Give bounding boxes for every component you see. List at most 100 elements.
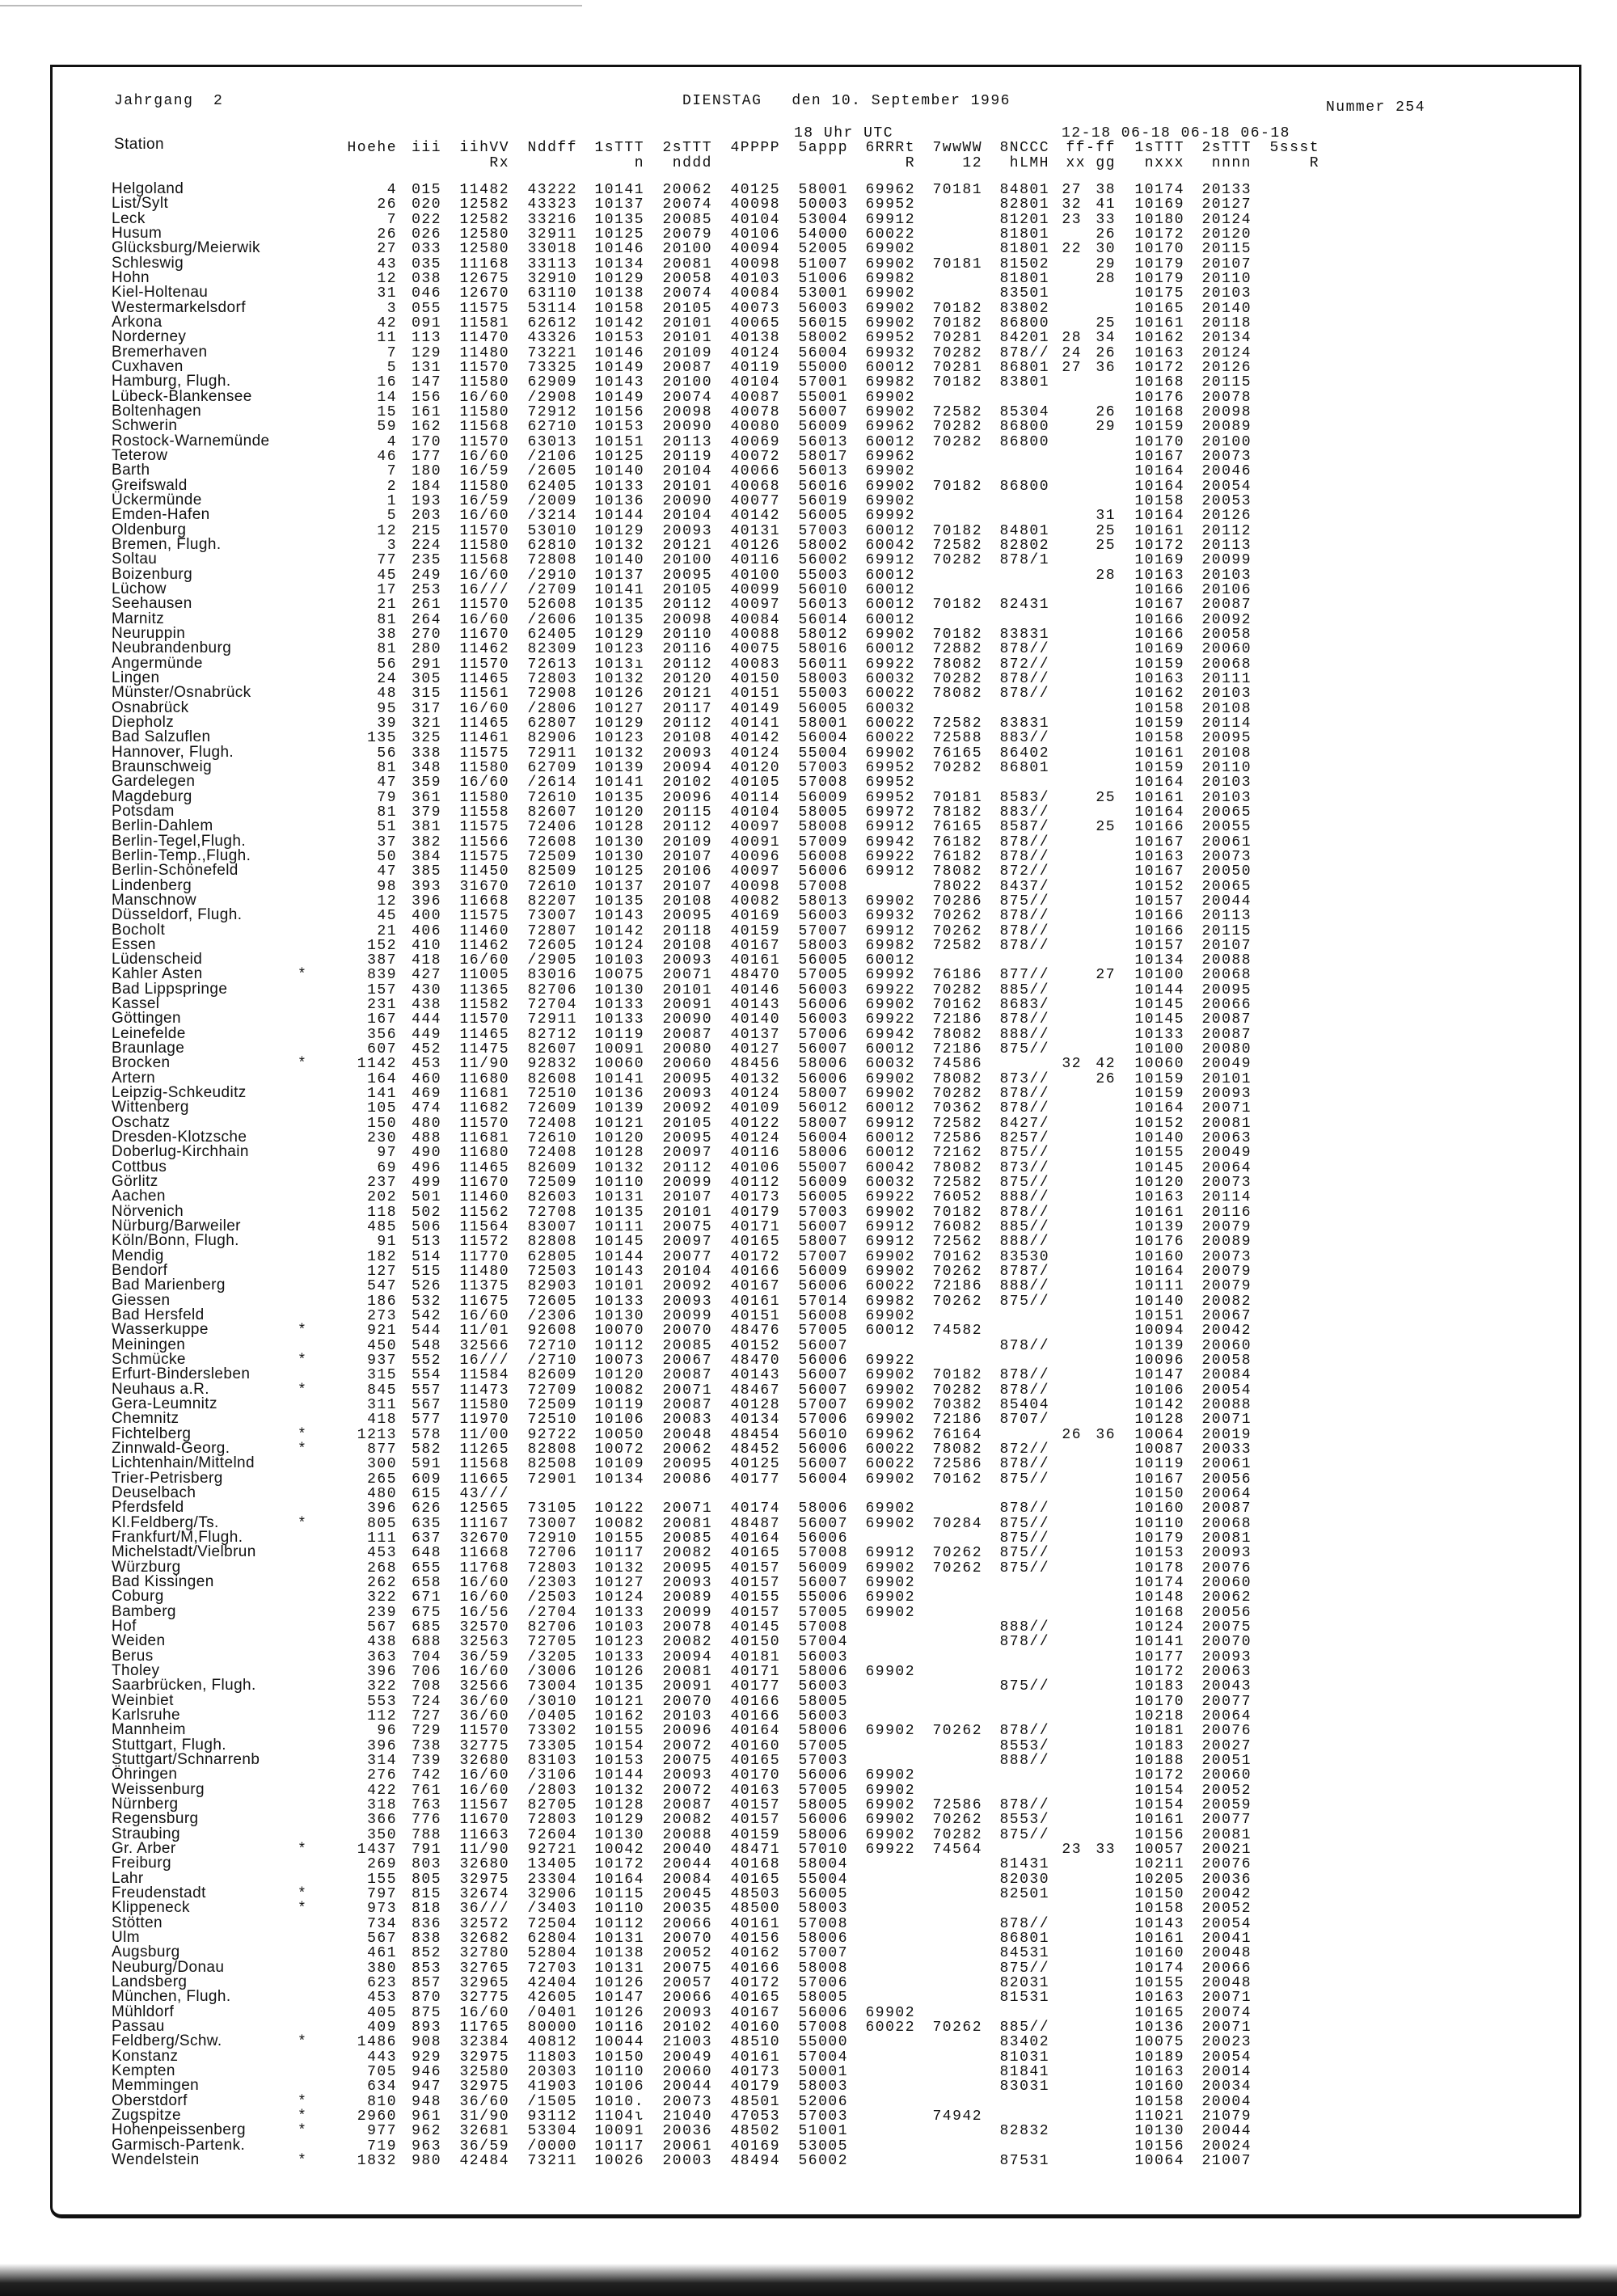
column-header-4pppp: 4PPPP	[730, 140, 780, 156]
cell-1sttt: 1013ı	[594, 656, 644, 673]
cell-5appp: 58003	[798, 2079, 848, 2095]
cell-4pppp: 40112	[730, 1175, 780, 1191]
cell-6rrrt: 60032	[865, 671, 915, 687]
cell-iihvv: 16/60	[459, 1308, 509, 1324]
cell-2sttt-06-18: 10124	[1134, 1619, 1184, 1635]
cell-2sttt-06-18: 10170	[1134, 434, 1184, 450]
cell-hoehe: 231	[367, 997, 397, 1013]
cell-nddff: 72503	[527, 1264, 577, 1280]
cell-2sttt: 20072	[662, 1783, 712, 1799]
cell-8nccc: 86800	[999, 315, 1049, 331]
cell-nddff: 82508	[527, 1456, 577, 1472]
cell-4pppp: 40124	[730, 345, 780, 361]
cell-iihvv: 11480	[459, 345, 509, 361]
cell-5appp: 58007	[798, 1116, 848, 1132]
cell-hoehe: 7	[386, 463, 397, 479]
cell-iihvv: 11970	[459, 1412, 509, 1428]
cell-5appp: 56003	[798, 1011, 848, 1028]
cell-hoehe: 5	[386, 508, 397, 524]
cell-6rrrt: 69992	[865, 967, 915, 983]
cell-1sttt: 10155	[594, 1530, 644, 1547]
cell-2sttt: 20104	[662, 463, 712, 479]
cell-1sttt: 10128	[594, 1145, 644, 1161]
cell-2sttt: 20112	[662, 597, 712, 613]
cell-5ssst: 21007	[1201, 2153, 1252, 2169]
cell-4pppp: 40066	[730, 463, 780, 479]
cell-nddff: 52608	[527, 597, 577, 613]
cell-5appp: 55000	[798, 360, 848, 376]
cell-7wwww: 70282	[932, 1382, 982, 1399]
station-name: Mendig	[112, 1247, 164, 1264]
cell-ff-ff: 27	[1062, 182, 1082, 198]
cell-2sttt: 20095	[662, 1456, 712, 1472]
cell-1sttt: 10120	[594, 1130, 644, 1146]
cell-4pppp: 48471	[730, 1842, 780, 1858]
cell-5appp: 56006	[798, 1441, 848, 1458]
cell-7wwww: 70262	[932, 1812, 982, 1828]
cell-1sttt: 10135	[594, 612, 644, 628]
cell-nddff: 62710	[527, 419, 577, 435]
cell-2sttt-06-18: 10176	[1134, 390, 1184, 406]
cell-7wwww: 72186	[932, 1278, 982, 1294]
cell-5ssst: 20088	[1201, 952, 1252, 969]
cell-hoehe: 311	[367, 1397, 397, 1413]
cell-2sttt: 20085	[662, 212, 712, 228]
cell-iihvv: 11480	[459, 1264, 509, 1280]
cell-5appp: 56009	[798, 1264, 848, 1280]
cell-iii: 688	[412, 1634, 441, 1650]
cell-7wwww: 70362	[932, 1100, 982, 1116]
cell-iihvv: 16/60	[459, 449, 509, 465]
cell-5appp: 56008	[798, 1308, 848, 1324]
cell-1sttt: 10072	[594, 1441, 644, 1458]
cell-iii: 591	[412, 1456, 441, 1472]
cell-nddff: /2503	[527, 1589, 577, 1606]
cell-iii: 506	[412, 1219, 441, 1235]
cell-5appp: 57010	[798, 1842, 848, 1858]
cell-2sttt-06-18: 10057	[1134, 1842, 1184, 1858]
station-name: Hamburg, Flugh.	[112, 373, 231, 390]
cell-nddff: 52804	[527, 1945, 577, 1961]
cell-hoehe: 47	[377, 863, 397, 880]
cell-1sttt: 10091	[594, 1041, 644, 1057]
cell-2sttt-06-18: 10159	[1134, 715, 1184, 732]
cell-1sttt-06-18: 41	[1096, 196, 1116, 213]
station-name: Seehausen	[112, 595, 192, 612]
cell-nddff: 42404	[527, 1975, 577, 1991]
cell-5ssst: 20113	[1201, 908, 1252, 924]
cell-2sttt: 20112	[662, 1160, 712, 1176]
cell-6rrrt: 60012	[865, 612, 915, 628]
cell-iii: 249	[412, 568, 441, 584]
cell-2sttt: 20103	[662, 1708, 712, 1724]
cell-8nccc: 875//	[999, 893, 1049, 910]
cell-2sttt: 20087	[662, 1397, 712, 1413]
cell-8nccc: 81801	[999, 241, 1049, 257]
cell-hoehe: 461	[367, 1945, 397, 1961]
column-header-iihvv: iihVV	[459, 140, 509, 156]
cell-hoehe: 1213	[357, 1427, 397, 1443]
cell-1sttt: 10131	[594, 1931, 644, 1947]
cell-5ssst: 20054	[1201, 479, 1252, 495]
cell-5ssst: 20118	[1201, 315, 1252, 331]
cell-nddff: /2605	[527, 463, 577, 479]
cell-2sttt: 20071	[662, 967, 712, 983]
cell-iihvv: 11670	[459, 627, 509, 643]
cell-iii: 791	[412, 1842, 441, 1858]
cell-nddff: 72908	[527, 686, 577, 702]
cell-hoehe: 77	[377, 552, 397, 568]
cell-4pppp: 40134	[730, 1412, 780, 1428]
cell-5appp: 56005	[798, 701, 848, 717]
cell-2sttt-06-18: 10159	[1134, 1086, 1184, 1102]
cell-1sttt: 10112	[594, 1338, 644, 1354]
cell-2sttt: 20102	[662, 2020, 712, 2036]
cell-iihvv: 11475	[459, 1041, 509, 1057]
cell-5appp: 56003	[798, 982, 848, 998]
cell-2sttt-06-18: 10167	[1134, 834, 1184, 850]
cell-7wwww: 70182	[932, 479, 982, 495]
cell-8nccc: 883//	[999, 804, 1049, 821]
cell-2sttt-06-18: 10158	[1134, 701, 1184, 717]
cell-5ssst: 20074	[1201, 2005, 1252, 2021]
cell-iii: 763	[412, 1797, 441, 1813]
cell-nddff: 72708	[527, 1205, 577, 1221]
cell-2sttt-06-18: 10170	[1134, 1694, 1184, 1710]
cell-nddff: 82609	[527, 1160, 577, 1176]
